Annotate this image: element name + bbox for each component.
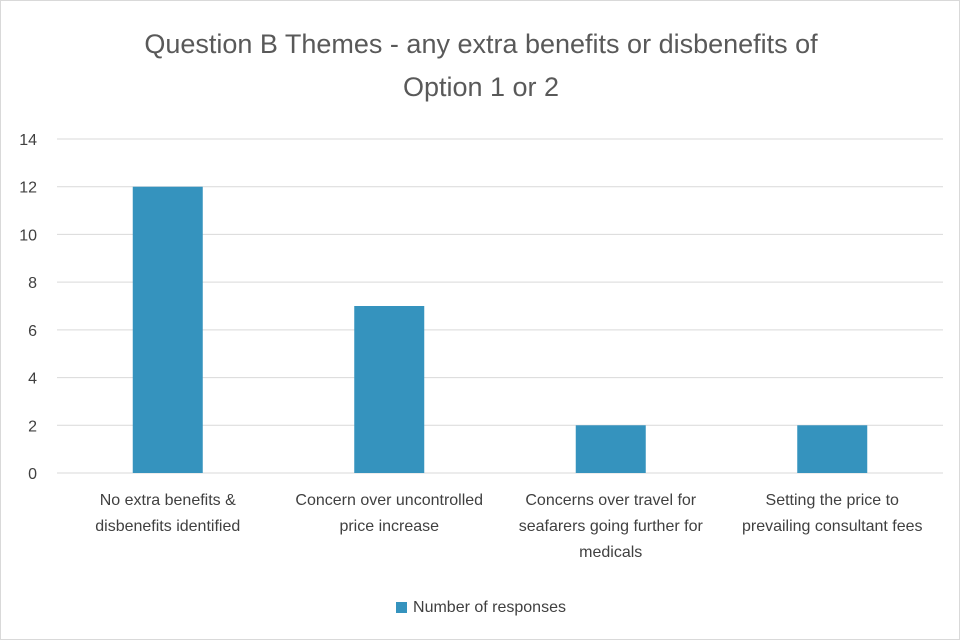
- y-tick-label: 2: [28, 418, 37, 435]
- x-category-label-line: medicals: [579, 544, 642, 561]
- legend: Number of responses: [1, 599, 960, 617]
- y-tick-label: 8: [28, 275, 37, 292]
- y-axis-tick-labels: 0 2 4 6 8 10 12 14: [19, 132, 37, 483]
- x-category-label-2: Concern over uncontrolled price increase: [295, 492, 483, 535]
- x-axis-category-labels: No extra benefits & disbenefits identifie…: [95, 492, 922, 561]
- x-category-label-line: prevailing consultant fees: [742, 518, 923, 535]
- x-category-label-1: No extra benefits & disbenefits identifie…: [95, 492, 240, 535]
- y-tick-label: 12: [19, 180, 37, 197]
- legend-swatch-icon: [396, 601, 408, 613]
- x-category-label-line: No extra benefits &: [100, 492, 236, 509]
- x-category-label-line: Concern over uncontrolled: [295, 492, 483, 509]
- bar-4: [797, 425, 868, 473]
- y-tick-label: 0: [28, 466, 37, 483]
- y-tick-label: 4: [28, 371, 37, 388]
- chart-title: Question B Themes - any extra benefits o…: [1, 23, 960, 109]
- y-tick-label: 10: [19, 227, 37, 244]
- x-category-label-line: price increase: [339, 518, 439, 535]
- bar-3: [575, 425, 646, 473]
- gridlines: [57, 138, 943, 474]
- bar-1: [132, 186, 203, 473]
- x-category-label-4: Setting the price to prevailing consultan…: [742, 492, 923, 535]
- x-category-label-line: Setting the price to: [766, 492, 900, 509]
- x-category-label-line: Concerns over travel for: [525, 492, 696, 509]
- y-tick-label: 6: [28, 323, 37, 340]
- y-tick-label: 14: [19, 132, 37, 149]
- chart-title-line-1: Question B Themes - any extra benefits o…: [144, 29, 818, 59]
- legend-label: Number of responses: [413, 599, 566, 616]
- bar-2: [354, 306, 425, 473]
- x-category-label-line: seafarers going further for: [519, 518, 704, 535]
- chart-title-line-2: Option 1 or 2: [402, 72, 560, 102]
- x-category-label-3: Concerns over travel for seafarers going …: [519, 492, 704, 561]
- x-category-label-line: disbenefits identified: [95, 518, 240, 535]
- bars: [132, 186, 868, 473]
